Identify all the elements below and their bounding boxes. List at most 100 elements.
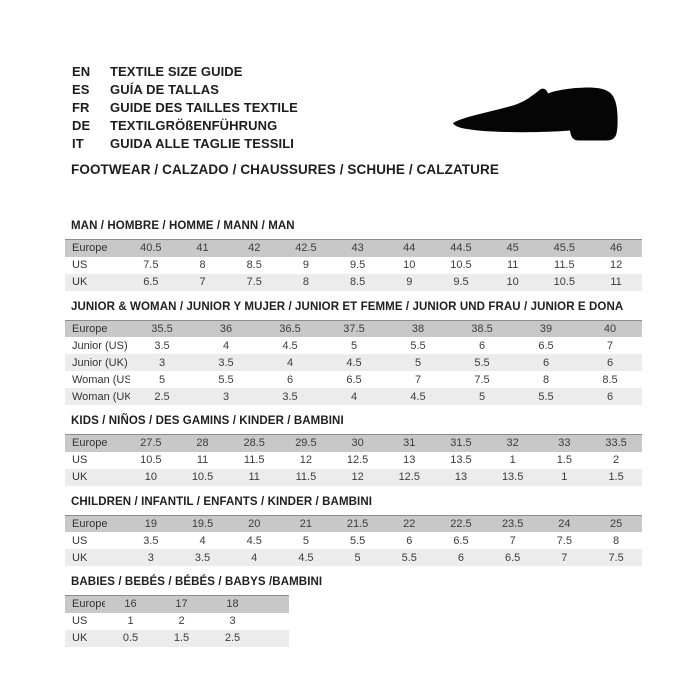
language-row: ES GUÍA DE TALLAS (72, 81, 298, 99)
size-cell: 12 (609, 259, 623, 271)
size-cell: 8.5 (246, 259, 262, 271)
size-cell: 10 (144, 471, 157, 483)
size-cell: 5.5 (538, 390, 554, 403)
size-cell: 4.5 (346, 356, 362, 369)
size-cell: 5 (414, 356, 422, 369)
size-cell: 4.5 (298, 551, 314, 564)
section-title: MAN / HOMBRE / HOMME / MANN / MAN (71, 220, 295, 232)
table-row: UK 0.5 1.5 2.5 (65, 629, 289, 647)
size-cell: 10.5 (450, 259, 472, 271)
size-cell: 6.5 (453, 534, 469, 547)
language-row: EN TEXTILE SIZE GUIDE (72, 63, 298, 81)
size-cell: 7 (414, 373, 422, 386)
table-row: US 7.5 8 8.5 9 9.5 10 10.5 11 11.5 12 (65, 256, 642, 274)
size-cell: 6 (406, 534, 413, 547)
table-row: Europe 19 19.5 20 21 21.5 22 22.5 23.5 24 25 (65, 515, 642, 532)
size-cell: 23.5 (501, 517, 524, 530)
size-cell: 5 (302, 534, 309, 547)
size-cell: 5.5 (474, 356, 490, 369)
table-row: US 1 2 3 (65, 612, 289, 630)
size-cell: 11.5 (243, 454, 265, 466)
size-cell: 10 (506, 276, 519, 288)
size-cell: 7.5 (608, 551, 624, 564)
size-cell: 6 (478, 339, 486, 352)
size-cell: 9 (406, 276, 413, 288)
size-cell: 6 (457, 551, 465, 564)
size-cell: 5.5 (349, 534, 366, 547)
section-title: KIDS / NIÑOS / DES GAMINS / KINDER / BAM… (71, 415, 344, 427)
row-label: Europe (72, 598, 105, 611)
size-cell: 4 (222, 339, 230, 352)
size-cell: 3.5 (282, 390, 298, 403)
size-cell: 30 (351, 437, 364, 450)
row-label: Europe (72, 242, 108, 255)
table-row: Woman (UK) 2.5 3 3.5 4 4.5 5 5.5 6 (65, 388, 642, 405)
size-cell: 2 (613, 454, 620, 466)
spacer-cell (258, 613, 289, 630)
size-cell: 0.5 (122, 632, 139, 644)
size-cell: 11 (506, 259, 519, 271)
size-cell: 4 (199, 534, 206, 547)
size-cell: 1.5 (556, 454, 572, 466)
section-title: CHILDREN / INFANTIL / ENFANTS / KINDER /… (71, 495, 373, 508)
size-cell: 17 (175, 598, 188, 611)
size-cell: 45.5 (553, 242, 576, 255)
size-cell: 6 (286, 373, 294, 386)
section-kids: KIDS / NIÑOS / DES GAMINS / KINDER / BAM… (65, 415, 642, 486)
language-code: IT (72, 136, 84, 151)
size-cell: 18 (226, 598, 239, 611)
size-cell: 12.5 (346, 454, 369, 466)
size-cell: 3.5 (143, 534, 159, 547)
size-cell: 5 (478, 390, 486, 403)
size-cell: 2.5 (224, 632, 241, 644)
size-cell: 4.5 (410, 390, 426, 403)
size-cell: 7.5 (143, 259, 159, 271)
size-table-babies: Europe 16 17 18 US 1 2 3 UK 0.5 1.5 2.5 (65, 595, 289, 647)
size-cell: 8.5 (602, 373, 618, 386)
size-cell: 9 (302, 259, 309, 271)
section-title: JUNIOR & WOMAN / JUNIOR Y MUJER / JUNIOR… (71, 300, 624, 313)
size-cell: 13 (454, 471, 468, 483)
size-cell: 1.5 (173, 632, 190, 644)
size-cell: 3.5 (154, 339, 170, 352)
table-row: Europe 27.5 28 28.5 29.5 30 31 31.5 32 33 33.5 (65, 434, 642, 452)
size-cell: 8 (542, 373, 550, 386)
size-cell: 44 (403, 242, 416, 255)
row-label: Europe (72, 517, 108, 530)
language-code: DE (72, 118, 91, 133)
size-cell: 35.5 (151, 322, 173, 335)
size-cell: 1 (561, 471, 568, 483)
size-cell: 8 (613, 534, 620, 547)
row-label: Junior (US) (72, 339, 128, 352)
section-junior-woman: JUNIOR & WOMAN / JUNIOR Y MUJER / JUNIOR… (65, 300, 642, 405)
language-guide-list: EN TEXTILE SIZE GUIDE ES GUÍA DE TALLAS … (72, 63, 298, 153)
size-cell: 6 (606, 356, 614, 369)
size-cell: 3 (158, 356, 166, 369)
size-cell: 21.5 (346, 517, 369, 530)
size-cell: 11 (248, 471, 260, 483)
language-row: IT GUIDA ALLE TAGLIE TESSILI (72, 135, 298, 153)
size-cell: 4 (251, 551, 258, 564)
row-label: US (72, 534, 88, 547)
shoe-icon (451, 87, 619, 142)
row-label: Woman (US) (72, 373, 130, 386)
language-title: GUIDE DES TAILLES TEXTILE (110, 100, 298, 115)
size-cell: 5.5 (401, 551, 417, 564)
size-cell: 39 (539, 322, 553, 335)
size-cell: 7.5 (474, 373, 490, 386)
size-cell: 6 (606, 390, 614, 403)
size-cell: 28 (196, 437, 209, 450)
size-cell: 6 (542, 356, 550, 369)
size-cell: 4.5 (246, 534, 262, 547)
size-cell: 29.5 (295, 437, 317, 450)
size-cell: 11.5 (295, 471, 317, 483)
size-guide-sections: MAN / HOMBRE / HOMME / MANN / MAN Europe… (65, 220, 642, 657)
size-cell: 36 (219, 322, 233, 335)
size-cell: 5 (354, 551, 361, 564)
language-code: ES (72, 82, 90, 97)
row-label: Europe (72, 437, 108, 450)
table-row: Junior (US) 3.5 4 4.5 5 5.5 6 6.5 7 (65, 337, 642, 354)
size-cell: 12 (299, 454, 313, 466)
size-table-man: Europe 40.5 41 42 42.5 43 44 44.5 45 45.5 46 US 7.5 8… (65, 239, 642, 291)
size-cell: 7 (561, 551, 568, 564)
